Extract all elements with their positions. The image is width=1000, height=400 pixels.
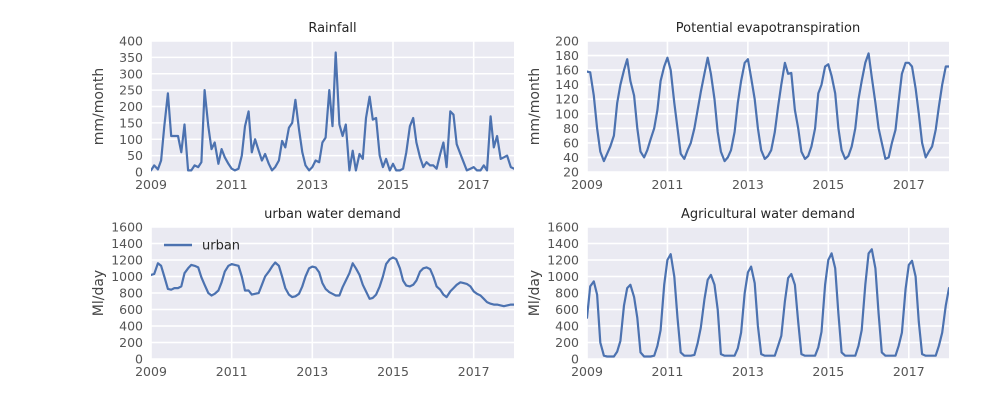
agricultural-demand-x-tick-label: 2017	[893, 364, 925, 379]
agricultural-demand-x-tick-label: 2011	[652, 364, 684, 379]
evapotranspiration-y-tick-label: 140	[555, 77, 579, 92]
rainfall-x-tick-label: 2009	[135, 177, 167, 192]
agricultural-demand-title: Agricultural water demand	[681, 207, 855, 222]
rainfall-x-tick-label: 2015	[377, 177, 409, 192]
agricultural-demand-y-tick-label: 200	[555, 335, 579, 350]
evapotranspiration-y-tick-label: 160	[555, 63, 579, 78]
evapotranspiration-x-tick-label: 2009	[571, 177, 603, 192]
urban-demand-series-line	[151, 256, 514, 308]
evapotranspiration-y-tick-label: 100	[555, 106, 579, 121]
evapotranspiration-y-tick-label: 40	[563, 150, 579, 165]
agricultural-demand-x-tick-label: 2013	[732, 364, 764, 379]
rainfall-y-tick-label: 250	[119, 83, 143, 98]
urban-demand-legend-label: urban	[202, 239, 240, 254]
urban-demand-x-tick-label: 2015	[377, 364, 409, 379]
urban-demand-y-tick-label: 1000	[111, 269, 143, 284]
agricultural-demand-y-axis-label: Ml/day	[527, 270, 543, 316]
urban-demand-y-tick-label: 1600	[111, 220, 143, 235]
urban-demand-y-tick-label: 1400	[111, 236, 143, 251]
urban-demand-x-tick-label: 2013	[296, 364, 328, 379]
agricultural-demand-y-tick-label: 0	[571, 352, 579, 367]
rainfall-y-tick-label: 0	[135, 165, 143, 180]
urban-demand-legend: urban	[164, 239, 240, 254]
agricultural-demand-y-tick-label: 800	[555, 286, 579, 301]
rainfall-y-axis-label: mm/month	[91, 68, 107, 145]
urban-demand-x-tick-label: 2011	[216, 364, 248, 379]
evapotranspiration-series-line	[587, 52, 949, 163]
agricultural-demand-y-tick-label: 1600	[547, 220, 579, 235]
evapotranspiration-y-tick-label: 80	[563, 121, 579, 136]
rainfall-y-tick-label: 400	[119, 34, 143, 49]
urban-demand-y-tick-label: 600	[119, 302, 143, 317]
agricultural-demand-series-line	[587, 248, 949, 358]
rainfall-y-tick-label: 200	[119, 99, 143, 114]
agricultural-demand-x-tick-label: 2015	[812, 364, 844, 379]
evapotranspiration-y-tick-label: 200	[555, 34, 579, 49]
agricultural-demand-x-tick-label: 2009	[571, 364, 603, 379]
agricultural-demand-y-tick-label: 1000	[547, 269, 579, 284]
urban-demand-y-tick-label: 0	[135, 352, 143, 367]
agricultural-demand-y-tick-label: 1400	[547, 236, 579, 251]
evapotranspiration-x-tick-label: 2013	[732, 177, 764, 192]
evapotranspiration-y-tick-label: 120	[555, 92, 579, 107]
urban-demand-y-tick-label: 1200	[111, 253, 143, 268]
rainfall-y-tick-label: 50	[127, 148, 143, 163]
evapotranspiration-y-axis-label: mm/month	[527, 68, 543, 145]
evapotranspiration-x-tick-label: 2017	[893, 177, 925, 192]
evapotranspiration-y-tick-label: 180	[555, 48, 579, 63]
agricultural-demand-y-tick-label: 1200	[547, 253, 579, 268]
urban-demand-x-tick-label: 2017	[458, 364, 490, 379]
evapotranspiration-x-tick-label: 2011	[652, 177, 684, 192]
urban-demand-x-tick-label: 2009	[135, 364, 167, 379]
urban-demand-y-tick-label: 800	[119, 286, 143, 301]
rainfall-title: Rainfall	[308, 21, 356, 36]
rainfall-x-tick-label: 2017	[458, 177, 490, 192]
agricultural-demand-y-tick-label: 400	[555, 319, 579, 334]
evapotranspiration-x-tick-label: 2015	[812, 177, 844, 192]
agricultural-demand-y-tick-label: 600	[555, 302, 579, 317]
rainfall-y-tick-label: 100	[119, 132, 143, 147]
rainfall-y-tick-label: 350	[119, 50, 143, 65]
urban-demand-y-axis-label: Ml/day	[91, 270, 107, 316]
urban-demand-title: urban water demand	[264, 207, 401, 222]
evapotranspiration-y-tick-label: 60	[563, 135, 579, 150]
rainfall-x-tick-label: 2013	[296, 177, 328, 192]
rainfall-y-tick-label: 150	[119, 115, 143, 130]
urban-demand-y-tick-label: 200	[119, 335, 143, 350]
evapotranspiration-title: Potential evapotranspiration	[676, 21, 860, 36]
rainfall-series-line	[151, 51, 514, 172]
rainfall-y-tick-label: 300	[119, 66, 143, 81]
evapotranspiration-y-tick-label: 20	[563, 165, 579, 180]
urban-demand-y-tick-label: 400	[119, 319, 143, 334]
rainfall-x-tick-label: 2011	[216, 177, 248, 192]
